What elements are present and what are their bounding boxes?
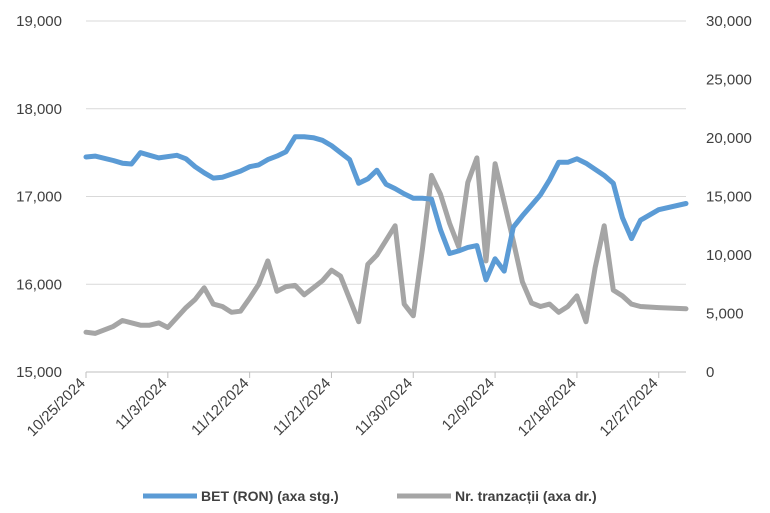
x-tick-label: 12/18/2024 <box>515 375 580 440</box>
y-left-tick-label: 17,000 <box>16 189 62 206</box>
y-right-tick-label: 30,000 <box>706 13 752 30</box>
x-tick-label: 11/12/2024 <box>188 375 252 439</box>
x-tick-label: 10/25/2024 <box>24 375 89 440</box>
legend: BET (RON) (axa stg.) Nr. tranzacții (axa … <box>143 488 597 504</box>
legend-label: BET (RON) (axa stg.) <box>201 488 339 504</box>
y-right-tick-label: 25,000 <box>706 72 752 89</box>
y-left-tick-label: 15,000 <box>16 364 62 381</box>
series-layer <box>83 134 689 336</box>
y-left-tick-label: 19,000 <box>16 13 62 30</box>
legend-label: Nr. tranzacții (axa dr.) <box>455 488 597 504</box>
x-tick-label: 11/3/2024 <box>112 375 170 433</box>
x-tick-label: 11/21/2024 <box>270 375 334 439</box>
y-right-tick-label: 10,000 <box>706 247 752 264</box>
x-tick-label: 11/30/2024 <box>352 375 416 439</box>
x-tick-label: 12/27/2024 <box>596 375 661 440</box>
y-right-tick-label: 5,000 <box>706 306 744 323</box>
y-right-tick-label: 20,000 <box>706 130 752 147</box>
y-right-tick-label: 15,000 <box>706 189 752 206</box>
transactions-series-line <box>83 155 689 336</box>
y-right-tick-label: 0 <box>706 364 714 381</box>
x-tick-label: 12/9/2024 <box>439 375 498 434</box>
bet-series-line <box>83 134 689 283</box>
axes: 15,000 16,000 17,000 18,000 19,000 0 5,000 10,0… <box>16 13 752 440</box>
y-left-tick-label: 16,000 <box>16 276 62 293</box>
y-left-tick-label: 18,000 <box>16 101 62 118</box>
